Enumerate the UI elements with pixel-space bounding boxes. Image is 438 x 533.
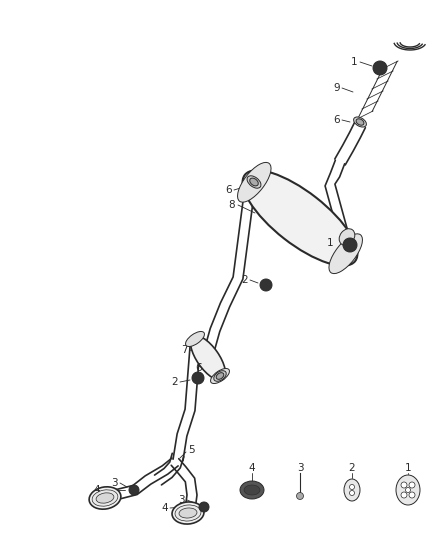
Ellipse shape — [356, 119, 364, 125]
Text: 2: 2 — [171, 377, 178, 387]
Text: 6: 6 — [226, 185, 232, 195]
Text: 8: 8 — [228, 200, 235, 210]
Text: 1: 1 — [350, 57, 357, 67]
Ellipse shape — [216, 373, 224, 379]
Text: 9: 9 — [333, 83, 340, 93]
Circle shape — [401, 482, 407, 488]
Ellipse shape — [243, 170, 357, 266]
Ellipse shape — [92, 490, 118, 506]
Circle shape — [373, 61, 387, 75]
Text: 4: 4 — [249, 463, 255, 473]
Text: 3: 3 — [297, 463, 303, 473]
Circle shape — [350, 484, 354, 489]
Circle shape — [406, 488, 410, 492]
Text: 3: 3 — [111, 478, 118, 488]
Circle shape — [192, 372, 204, 384]
Ellipse shape — [186, 332, 205, 346]
Circle shape — [129, 485, 139, 495]
Ellipse shape — [172, 502, 204, 524]
Text: 2: 2 — [349, 463, 355, 473]
Text: 5: 5 — [188, 445, 194, 455]
Ellipse shape — [240, 481, 264, 499]
Ellipse shape — [329, 234, 363, 273]
Text: 6: 6 — [333, 115, 340, 125]
Text: 3: 3 — [178, 495, 185, 505]
Ellipse shape — [339, 229, 355, 245]
Ellipse shape — [96, 493, 114, 503]
Text: 6: 6 — [195, 363, 202, 373]
Ellipse shape — [344, 479, 360, 501]
Text: 2: 2 — [241, 275, 248, 285]
Circle shape — [409, 492, 415, 498]
Ellipse shape — [175, 505, 201, 521]
Circle shape — [343, 238, 357, 252]
Ellipse shape — [353, 117, 367, 127]
Ellipse shape — [244, 485, 260, 495]
Ellipse shape — [191, 336, 226, 380]
Text: 4: 4 — [93, 485, 100, 495]
Circle shape — [350, 490, 354, 496]
Text: 4: 4 — [161, 503, 168, 513]
Ellipse shape — [89, 487, 121, 509]
Ellipse shape — [396, 475, 420, 505]
Ellipse shape — [250, 178, 258, 186]
Ellipse shape — [247, 176, 261, 188]
Ellipse shape — [237, 163, 271, 202]
Circle shape — [297, 492, 304, 499]
Ellipse shape — [214, 371, 226, 381]
Ellipse shape — [179, 508, 197, 518]
Circle shape — [401, 492, 407, 498]
Circle shape — [199, 502, 209, 512]
Text: 7: 7 — [181, 345, 188, 355]
Text: 1: 1 — [405, 463, 411, 473]
Ellipse shape — [211, 368, 230, 384]
Text: 1: 1 — [326, 238, 333, 248]
Circle shape — [409, 482, 415, 488]
Circle shape — [260, 279, 272, 291]
